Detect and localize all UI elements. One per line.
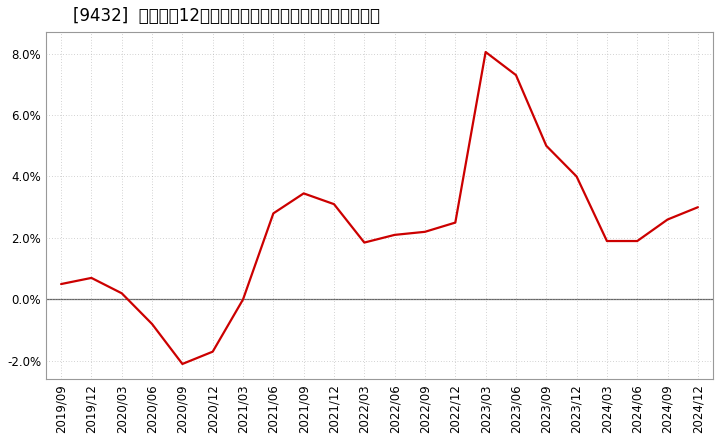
Text: [9432]  売上高の12か月移動合計の対前年同期増減率の推移: [9432] 売上高の12か月移動合計の対前年同期増減率の推移 xyxy=(73,7,379,25)
